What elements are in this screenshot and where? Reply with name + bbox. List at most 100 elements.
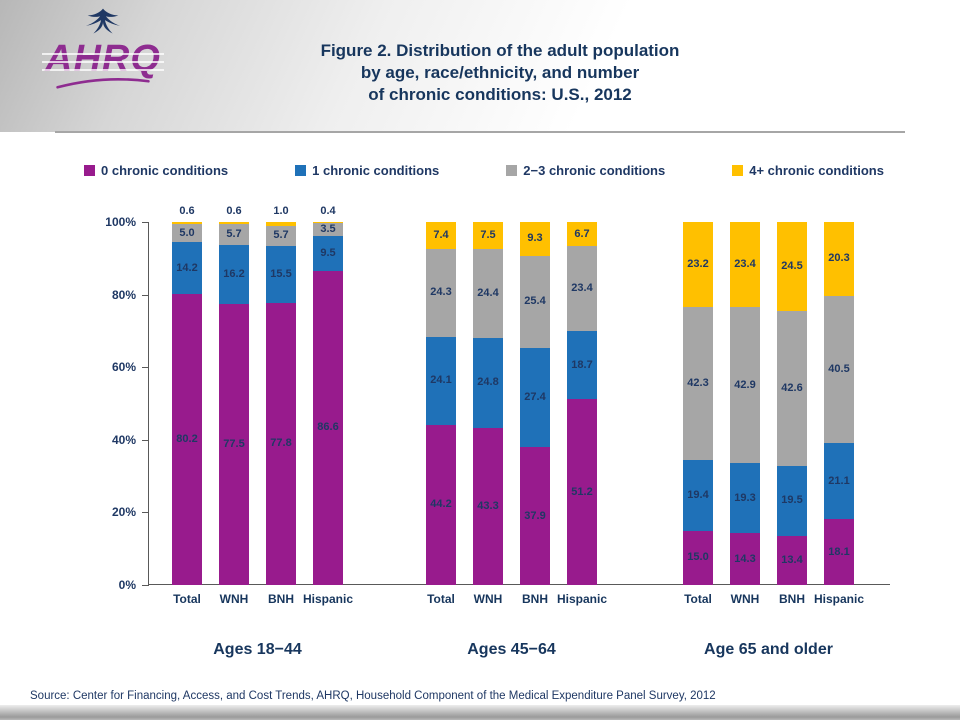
category-label: Total [173,592,201,606]
group-title: Age 65 and older [704,641,833,658]
bar-segment [730,463,760,534]
bar-value-label: 42.3 [687,376,709,389]
bar-value-label: 86.6 [317,421,339,434]
legend-swatch [732,165,744,176]
bar-value-label: 51.2 [571,485,593,498]
stacked-bar-hispanic: 86.6 9.5 3.5 0.4 [313,205,343,585]
legend-swatch [295,165,307,176]
legend-item-1: 1 chronic conditions [295,163,439,178]
bar-value-label: 18.7 [571,358,593,371]
bar-segment [473,427,503,585]
y-axis-tick-label: 40% [111,432,136,447]
bar-segment [520,255,550,348]
bar-segment [777,222,807,311]
bar-value-label: 23.4 [571,282,593,295]
bar-segment [313,236,343,271]
bar-segment [473,222,503,250]
bar-segment [567,331,597,400]
bar-group-0: 80.2 14.2 5.0 0.6 Total 77.5 16.2 5.7 0.6 WNH 77.8… [172,205,353,658]
legend-label: 1 chronic conditions [312,163,440,178]
bar-value-label: 6.7 [574,227,590,240]
bar-segment [266,222,296,226]
y-axis-tickmark [142,367,149,369]
bar-segment [313,222,343,224]
bar-value-label: 77.8 [270,437,292,450]
bar-segment [777,310,807,466]
bar-value-label: 15.5 [270,267,292,280]
category-label: Hispanic [813,592,864,606]
bar-value-label: 37.9 [524,509,546,522]
bar-segment [683,530,713,585]
bar-value-label: 77.5 [223,437,245,450]
bar-value-label: 7.5 [480,229,496,242]
bar-segment [520,347,550,448]
bar-segment [777,536,807,585]
bar-segment [473,337,503,428]
bar-value-label: 0.6 [226,205,242,217]
logo-swoosh-icon [56,77,150,89]
bar-group-1: 44.2 24.1 24.3 7.4 Total 43.3 24.8 24.4 7.5 WNH 37… [426,222,607,658]
chart-title: Figure 2. Distribution of the adult popu… [170,40,830,106]
category-label: Hispanic [302,592,353,606]
hhs-eagle-icon [85,8,121,34]
bar-value-label: 19.5 [781,494,803,507]
bar-segment [313,270,343,585]
stacked-bar-wnh: 14.3 19.3 42.9 23.4 [730,222,760,585]
bar-segment [426,424,456,585]
category-label: BNH [522,592,548,606]
stacked-bar-total: 44.2 24.1 24.3 7.4 [426,222,456,585]
bar-value-label: 21.1 [828,474,850,487]
y-axis-tick-label: 0% [118,578,136,592]
bar-value-label: 23.4 [734,258,756,271]
legend-label: 2−3 chronic conditions [523,163,666,178]
category-label: WNH [730,592,760,606]
bar-segment [520,222,550,256]
bar-segment [172,224,202,243]
bar-value-label: 24.4 [477,287,499,300]
bar-value-label: 40.5 [828,362,850,375]
bar-segment [730,533,760,585]
bar-value-label: 14.2 [176,261,198,274]
legend-swatch [506,165,518,176]
bar-value-label: 14.3 [734,552,756,565]
category-label: BNH [268,592,294,606]
bar-segment [730,222,760,308]
footer-strip [0,705,960,720]
y-axis-tickmark [142,222,149,223]
bar-value-label: 19.4 [687,488,709,501]
bar-group-2: 15.0 19.4 42.3 23.2 Total 14.3 19.3 42.9 23.4 WNH… [683,222,864,658]
stacked-bar-total: 15.0 19.4 42.3 23.2 [683,222,713,585]
chart-title-line-2: by age, race/ethnicity, and number [360,63,640,82]
bar-segment [313,223,343,237]
y-axis-tickmark [142,512,149,514]
bar-value-label: 5.7 [226,228,242,241]
bar-value-label: 9.5 [320,246,336,259]
bar-value-label: 3.5 [320,223,336,236]
source-text: Source: Center for Financing, Access, an… [30,690,716,702]
stacked-bar-hispanic: 51.2 18.7 23.4 6.7 [567,222,597,585]
bar-segment [266,302,296,585]
bar-value-label: 42.9 [734,378,756,391]
bar-value-label: 24.5 [781,259,803,272]
header-band [0,0,960,132]
stacked-bar-bnh: 77.8 15.5 5.7 1.0 [266,205,296,585]
bar-segment [824,442,854,520]
header-divider [55,131,905,133]
bar-value-label: 24.1 [430,374,452,387]
bar-segment [683,222,713,307]
bar-segment [219,303,249,585]
bar-value-label: 0.6 [179,205,195,217]
bar-value-label: 80.2 [176,432,198,445]
bar-segment [426,222,456,249]
ahrq-logo-text: AHRQ [36,39,170,80]
legend-item-0: 0 chronic conditions [84,163,228,178]
legend-label: 0 chronic conditions [101,163,229,178]
bar-value-label: 13.4 [781,554,803,567]
bar-segment [520,447,550,585]
category-label: BNH [779,592,805,606]
legend-item-2: 2−3 chronic conditions [506,163,665,178]
y-axis-tick-label: 60% [111,360,136,375]
category-label: Hispanic [556,592,607,606]
y-axis-tick-label: 100% [105,215,136,229]
bar-segment [824,222,854,296]
